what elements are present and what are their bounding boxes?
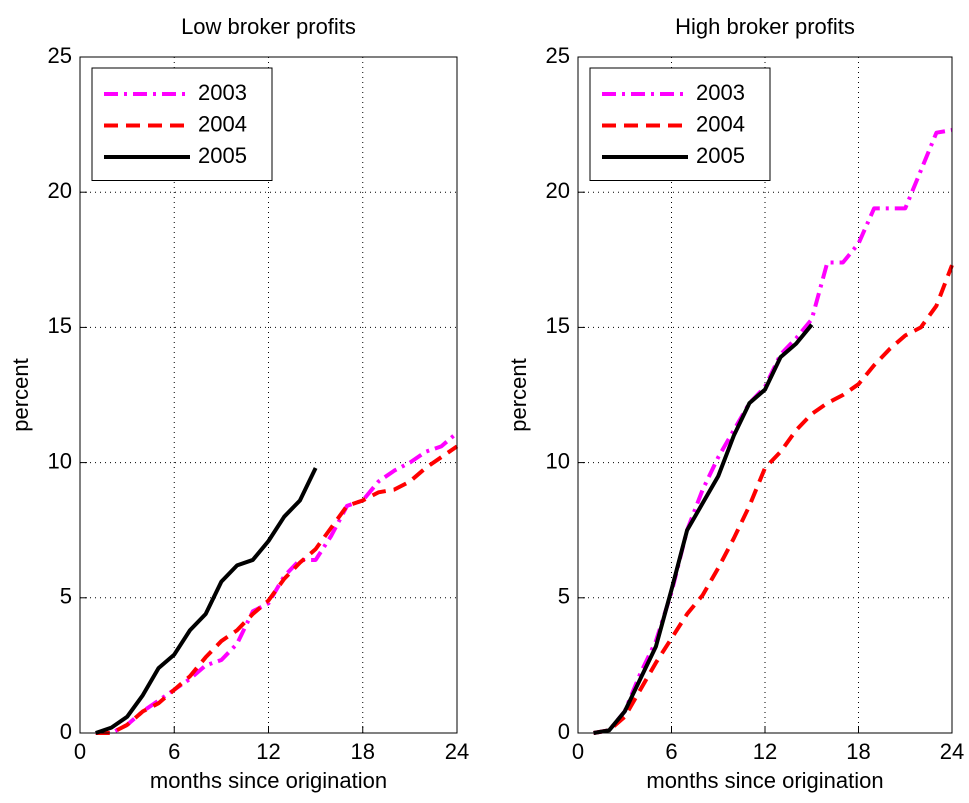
legend-label: 2004 xyxy=(198,111,247,136)
x-tick-label: 12 xyxy=(256,739,280,764)
x-tick-label: 24 xyxy=(940,739,964,764)
x-tick-label: 6 xyxy=(665,739,677,764)
y-tick-label: 0 xyxy=(60,719,72,744)
chart-title: Low broker profits xyxy=(181,14,356,39)
legend-label: 2004 xyxy=(696,111,745,136)
y-tick-label: 25 xyxy=(546,43,570,68)
y-tick-label: 20 xyxy=(48,178,72,203)
y-tick-label: 10 xyxy=(48,448,72,473)
legend-label: 2005 xyxy=(198,143,247,168)
x-tick-label: 0 xyxy=(74,739,86,764)
x-tick-label: 24 xyxy=(445,739,469,764)
y-tick-label: 0 xyxy=(558,719,570,744)
y-tick-label: 15 xyxy=(546,313,570,338)
series-line xyxy=(95,431,459,735)
y-tick-label: 10 xyxy=(546,448,570,473)
y-tick-label: 25 xyxy=(48,43,72,68)
axes-box xyxy=(79,56,458,734)
x-tick-label: 18 xyxy=(351,739,375,764)
x-axis-label: months since origination xyxy=(150,768,387,793)
x-tick-label: 6 xyxy=(168,739,180,764)
legend-label: 2003 xyxy=(696,80,745,105)
series-line xyxy=(593,264,954,735)
series-line xyxy=(593,323,814,735)
y-axis-label: percent xyxy=(506,358,531,431)
x-tick-label: 12 xyxy=(753,739,777,764)
chart-title: High broker profits xyxy=(675,14,855,39)
y-axis-label: percent xyxy=(8,358,33,431)
y-tick-label: 5 xyxy=(60,584,72,609)
x-axis-label: months since origination xyxy=(646,768,883,793)
y-tick-label: 15 xyxy=(48,313,72,338)
y-tick-label: 20 xyxy=(546,178,570,203)
x-tick-label: 18 xyxy=(846,739,870,764)
series-line xyxy=(95,467,318,735)
legend-label: 2005 xyxy=(696,143,745,168)
x-tick-label: 0 xyxy=(572,739,584,764)
series-line xyxy=(95,444,459,735)
axes-box xyxy=(577,56,953,734)
y-tick-label: 5 xyxy=(558,584,570,609)
legend-label: 2003 xyxy=(198,80,247,105)
